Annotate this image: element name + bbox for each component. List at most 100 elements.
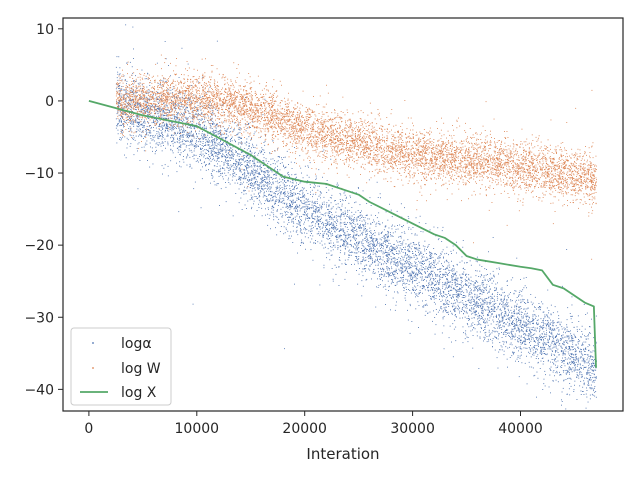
log-alpha-point [134,119,136,121]
log-alpha-point [299,182,301,184]
log-alpha-point [525,322,527,324]
log-alpha-point [531,321,533,322]
log-alpha-point [368,243,370,245]
log-alpha-point [214,151,216,153]
log-alpha-point [322,236,324,238]
log-alpha-point [451,305,453,307]
log-alpha-point [385,254,387,256]
log-alpha-point [207,119,208,121]
log-alpha-point [189,156,191,158]
log-alpha-point [385,237,387,239]
log-alpha-point [244,190,246,191]
log-alpha-point [326,223,328,225]
log-alpha-point [369,269,371,271]
log-alpha-point [512,315,514,316]
log-alpha-point [125,157,127,159]
log-alpha-point [163,122,164,123]
log-alpha-point [230,150,232,152]
log-alpha-point [470,308,472,310]
log-alpha-point [459,307,461,309]
log-alpha-point [500,299,502,301]
log-alpha-point [549,337,550,339]
log-alpha-point [133,116,135,117]
log-alpha-point [227,128,229,130]
log-alpha-point [581,360,583,362]
log-alpha-point [201,111,203,113]
log-alpha-point [528,361,530,363]
log-alpha-point [304,209,306,211]
log-alpha-point [474,313,476,315]
log-alpha-point [226,154,228,156]
log-alpha-point [259,185,261,187]
log-alpha-point [232,173,234,175]
log-alpha-point [285,166,287,168]
log-alpha-point [143,126,145,128]
log-alpha-point [555,350,556,352]
log-alpha-point [551,333,553,335]
log-alpha-point [289,185,290,187]
log-alpha-point [451,269,453,271]
log-alpha-point [184,92,186,94]
log-alpha-point [270,200,272,202]
log-alpha-point [554,337,556,338]
log-alpha-point [181,128,182,130]
log-alpha-point [185,135,187,137]
log-alpha-point [232,173,234,175]
log-alpha-point [275,196,277,198]
log-alpha-point [411,272,413,273]
log-alpha-point [275,215,277,217]
log-alpha-point [461,309,463,311]
log-alpha-point [302,213,304,215]
log-alpha-point [330,208,332,210]
log-alpha-point [202,166,203,168]
log-alpha-point [572,362,574,364]
log-alpha-point [117,123,119,125]
log-alpha-point [388,239,390,241]
log-alpha-point [465,334,467,336]
log-alpha-point [324,243,326,245]
log-alpha-point [453,309,455,310]
log-alpha-point [213,165,215,167]
log-alpha-point [337,228,339,230]
log-alpha-point [526,331,528,332]
log-alpha-point [468,274,470,276]
log-alpha-point [181,113,182,115]
log-alpha-point [190,85,192,86]
log-alpha-point [411,271,413,273]
log-alpha-point [481,293,483,295]
log-alpha-point [527,312,528,314]
log-alpha-point [400,259,402,261]
log-alpha-point [394,259,396,261]
log-alpha-point [521,316,523,318]
log-alpha-point [335,200,336,201]
log-alpha-point [240,165,241,167]
log-alpha-point [483,289,485,291]
log-alpha-point [187,63,189,65]
log-alpha-point [389,254,391,256]
log-alpha-point [160,80,162,81]
log-alpha-point [367,256,369,258]
log-alpha-point [292,221,294,223]
log-alpha-point [261,167,262,168]
log-alpha-point [478,315,480,316]
log-alpha-point [393,243,395,245]
log-alpha-point [244,174,246,176]
log-alpha-point [221,155,223,157]
log-alpha-point [476,301,478,303]
log-alpha-point [464,332,466,334]
log-alpha-point [206,128,207,130]
log-alpha-point [574,380,576,382]
log-alpha-point [371,241,373,243]
log-alpha-point [328,204,330,206]
log-alpha-point [318,209,320,211]
log-alpha-point [309,162,311,164]
log-alpha-point [302,193,304,195]
log-alpha-point [377,265,379,266]
log-alpha-point [418,272,419,274]
log-alpha-point [327,231,329,233]
log-alpha-point [287,207,289,209]
log-alpha-point [132,107,134,109]
log-alpha-point [240,176,242,178]
log-alpha-point [573,391,575,392]
log-alpha-point [537,344,539,346]
